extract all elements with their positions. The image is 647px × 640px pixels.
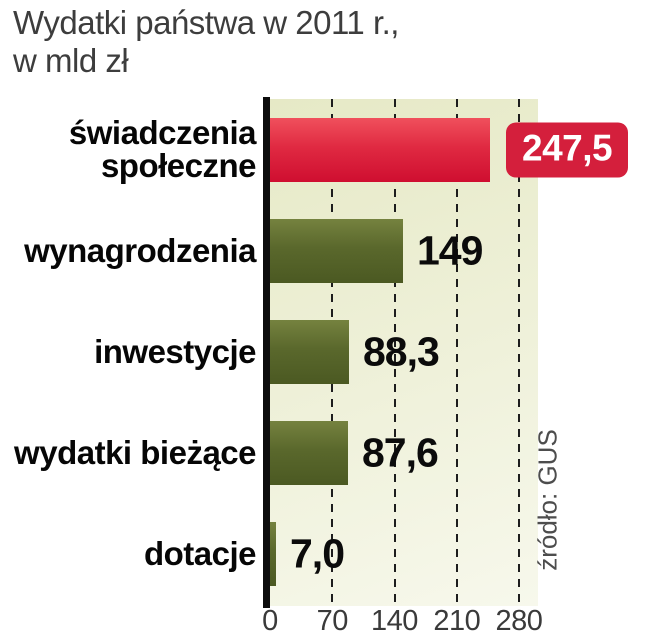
bar-row: inwestycje 88,3 xyxy=(0,301,647,402)
category-label: dotacje xyxy=(143,534,257,572)
value-label: 7,0 xyxy=(290,530,345,576)
bar-row: wydatki bieżące 87,6 xyxy=(0,402,647,503)
value-label: 87,6 xyxy=(362,429,439,475)
x-tick-label: 0 xyxy=(262,605,278,637)
bar-rows: świadczenia społeczne 247,5 wynagrodzenia 1… xyxy=(0,99,647,606)
bar-row: świadczenia społeczne 247,5 xyxy=(0,99,647,200)
gridline xyxy=(393,99,396,606)
category-label: inwestycje xyxy=(94,332,256,370)
category-label: wydatki bieżące xyxy=(14,433,256,471)
source-credit: źródło: GUS xyxy=(532,429,563,571)
value-label: 149 xyxy=(417,227,483,273)
value-label: 88,3 xyxy=(363,328,440,374)
bar-row: dotacje 7,0 xyxy=(0,503,647,604)
bar xyxy=(270,117,491,182)
bar xyxy=(270,521,277,586)
category-label: wynagrodzenia xyxy=(24,231,256,269)
category-label: świadczenia społeczne xyxy=(68,113,257,185)
value-badge: 247,5 xyxy=(506,122,629,177)
chart-title-line1: Wydatki państwa w 2011 r., xyxy=(13,4,399,41)
bar xyxy=(270,420,348,485)
bar xyxy=(270,319,349,384)
bar-row: wynagrodzenia 149 xyxy=(0,200,647,301)
chart-title-line2: w mld zł xyxy=(13,42,129,80)
bar xyxy=(270,218,403,283)
x-tick-label: 280 xyxy=(495,605,543,637)
gridline xyxy=(455,99,458,606)
x-tick-label: 70 xyxy=(316,605,349,637)
x-axis-ticks: 0 70 140 210 280 xyxy=(0,605,647,639)
x-tick-label: 140 xyxy=(371,605,418,637)
gridline xyxy=(518,99,520,606)
x-tick-label: 210 xyxy=(433,605,481,637)
chart-title: Wydatki państwa w 2011 r., w mld zł xyxy=(13,4,399,81)
y-axis-line xyxy=(263,97,270,608)
